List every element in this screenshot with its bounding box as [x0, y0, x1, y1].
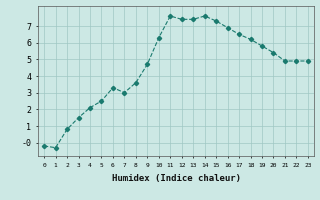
- X-axis label: Humidex (Indice chaleur): Humidex (Indice chaleur): [111, 174, 241, 183]
